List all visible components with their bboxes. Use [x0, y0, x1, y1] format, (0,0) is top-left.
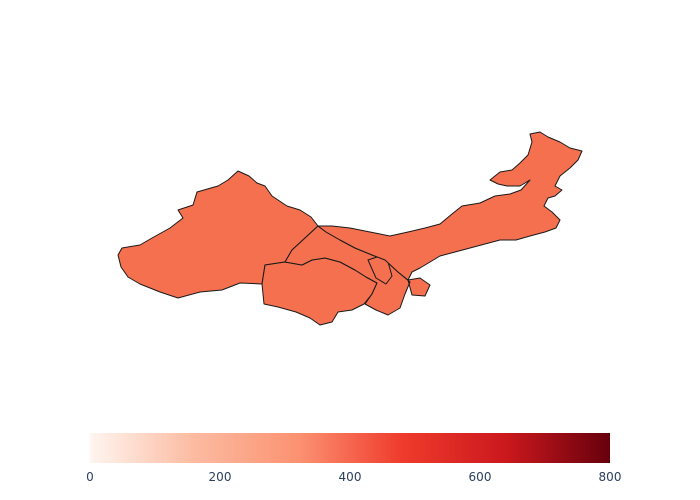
- colorbar-ticks: 0 200 400 600 800: [86, 470, 621, 484]
- region-xinjiang[interactable]: [117, 170, 319, 299]
- colorbar-gradient: [90, 433, 610, 463]
- colorbar-tick-label: 400: [339, 470, 362, 484]
- colorbar-tick-label: 200: [209, 470, 232, 484]
- colorbar: 0 200 400 600 800: [86, 433, 621, 484]
- region-inner-mongolia[interactable]: [317, 131, 583, 281]
- colorbar-tick-label: 800: [599, 470, 622, 484]
- colorbar-tick-label: 0: [86, 470, 94, 484]
- map-regions: [117, 131, 583, 326]
- colorbar-tick-label: 600: [469, 470, 492, 484]
